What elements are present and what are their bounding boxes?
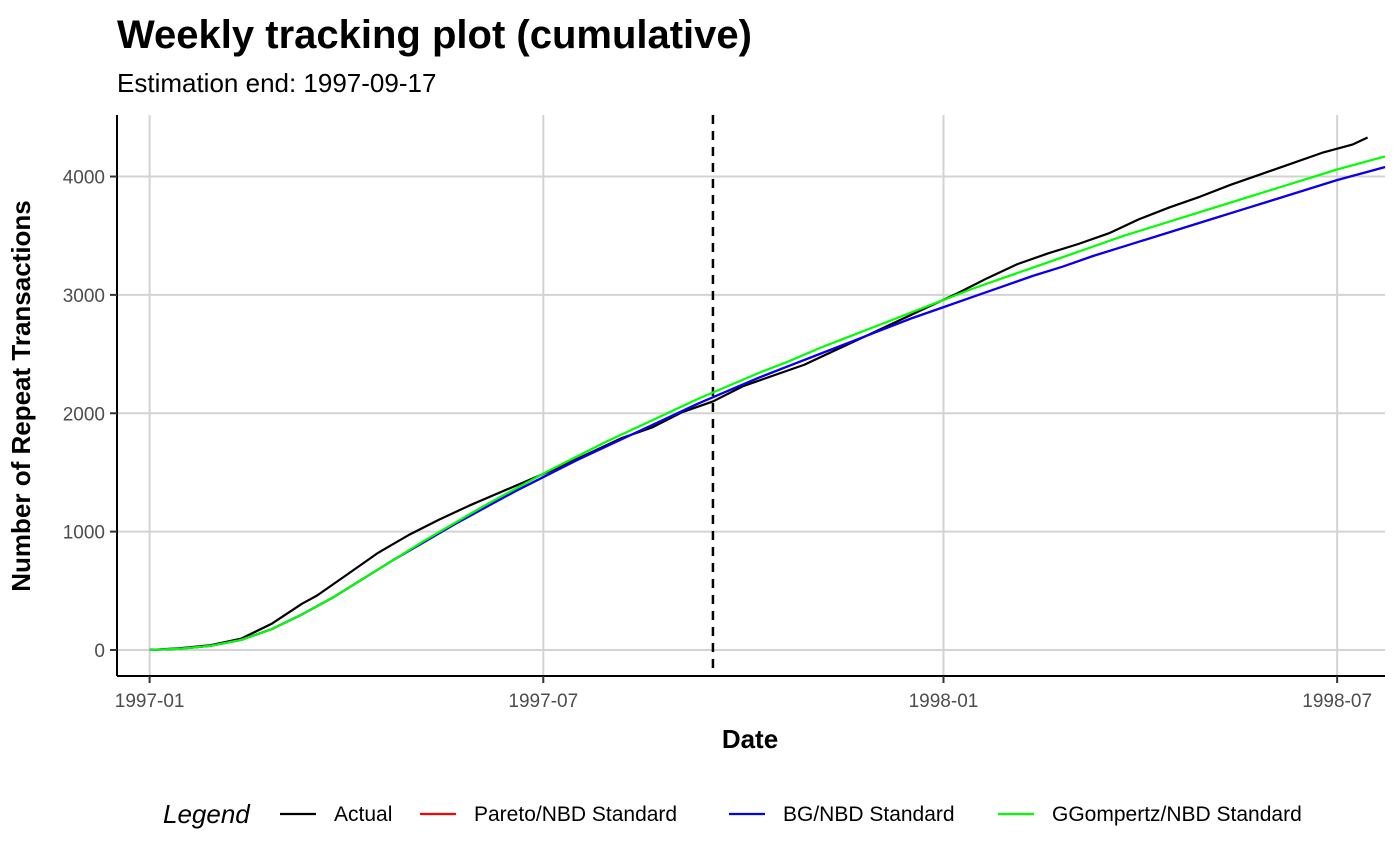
- chart-subtitle: Estimation end: 1997-09-17: [117, 68, 436, 98]
- tick-labels: 0 1000 2000 3000 4000 1997-01 1997-07 1998-01 19…: [63, 168, 1372, 712]
- series-line-pareto-nbd-standard: [149, 166, 1386, 652]
- series-line-actual: [149, 136, 1369, 652]
- y-tick-label: 1000: [63, 523, 105, 544]
- series-line-ggompertz-nbd-standard: [149, 155, 1386, 652]
- y-axis-title: Number of Repeat Transactions: [6, 200, 36, 592]
- legend-label-pareto-nbd-standard: Pareto/NBD Standard: [474, 803, 677, 826]
- series-line-bg-nbd-standard: [149, 166, 1386, 652]
- x-tick-label: 1998-01: [909, 691, 979, 712]
- x-tick-label: 1997-07: [508, 691, 578, 712]
- series-lines: [149, 136, 1386, 652]
- legend-label-bg-nbd-standard: BG/NBD Standard: [783, 803, 955, 826]
- y-tick-label: 3000: [63, 286, 105, 307]
- legend-label-ggompertz-nbd-standard: GGompertz/NBD Standard: [1052, 803, 1302, 826]
- legend: Legend Actual Pareto/NBD Standard BG/NBD S…: [163, 799, 1302, 829]
- gridlines: [117, 115, 1385, 676]
- x-axis-title: Date: [722, 724, 778, 754]
- legend-label-actual: Actual: [334, 803, 392, 826]
- y-tick-label: 0: [94, 641, 105, 662]
- x-tick-label: 1998-07: [1302, 691, 1372, 712]
- y-tick-label: 2000: [63, 404, 105, 425]
- chart-title: Weekly tracking plot (cumulative): [117, 13, 752, 57]
- x-tick-label: 1997-01: [115, 691, 185, 712]
- legend-title: Legend: [163, 799, 251, 829]
- y-tick-label: 4000: [63, 168, 105, 189]
- axes: [116, 115, 1385, 677]
